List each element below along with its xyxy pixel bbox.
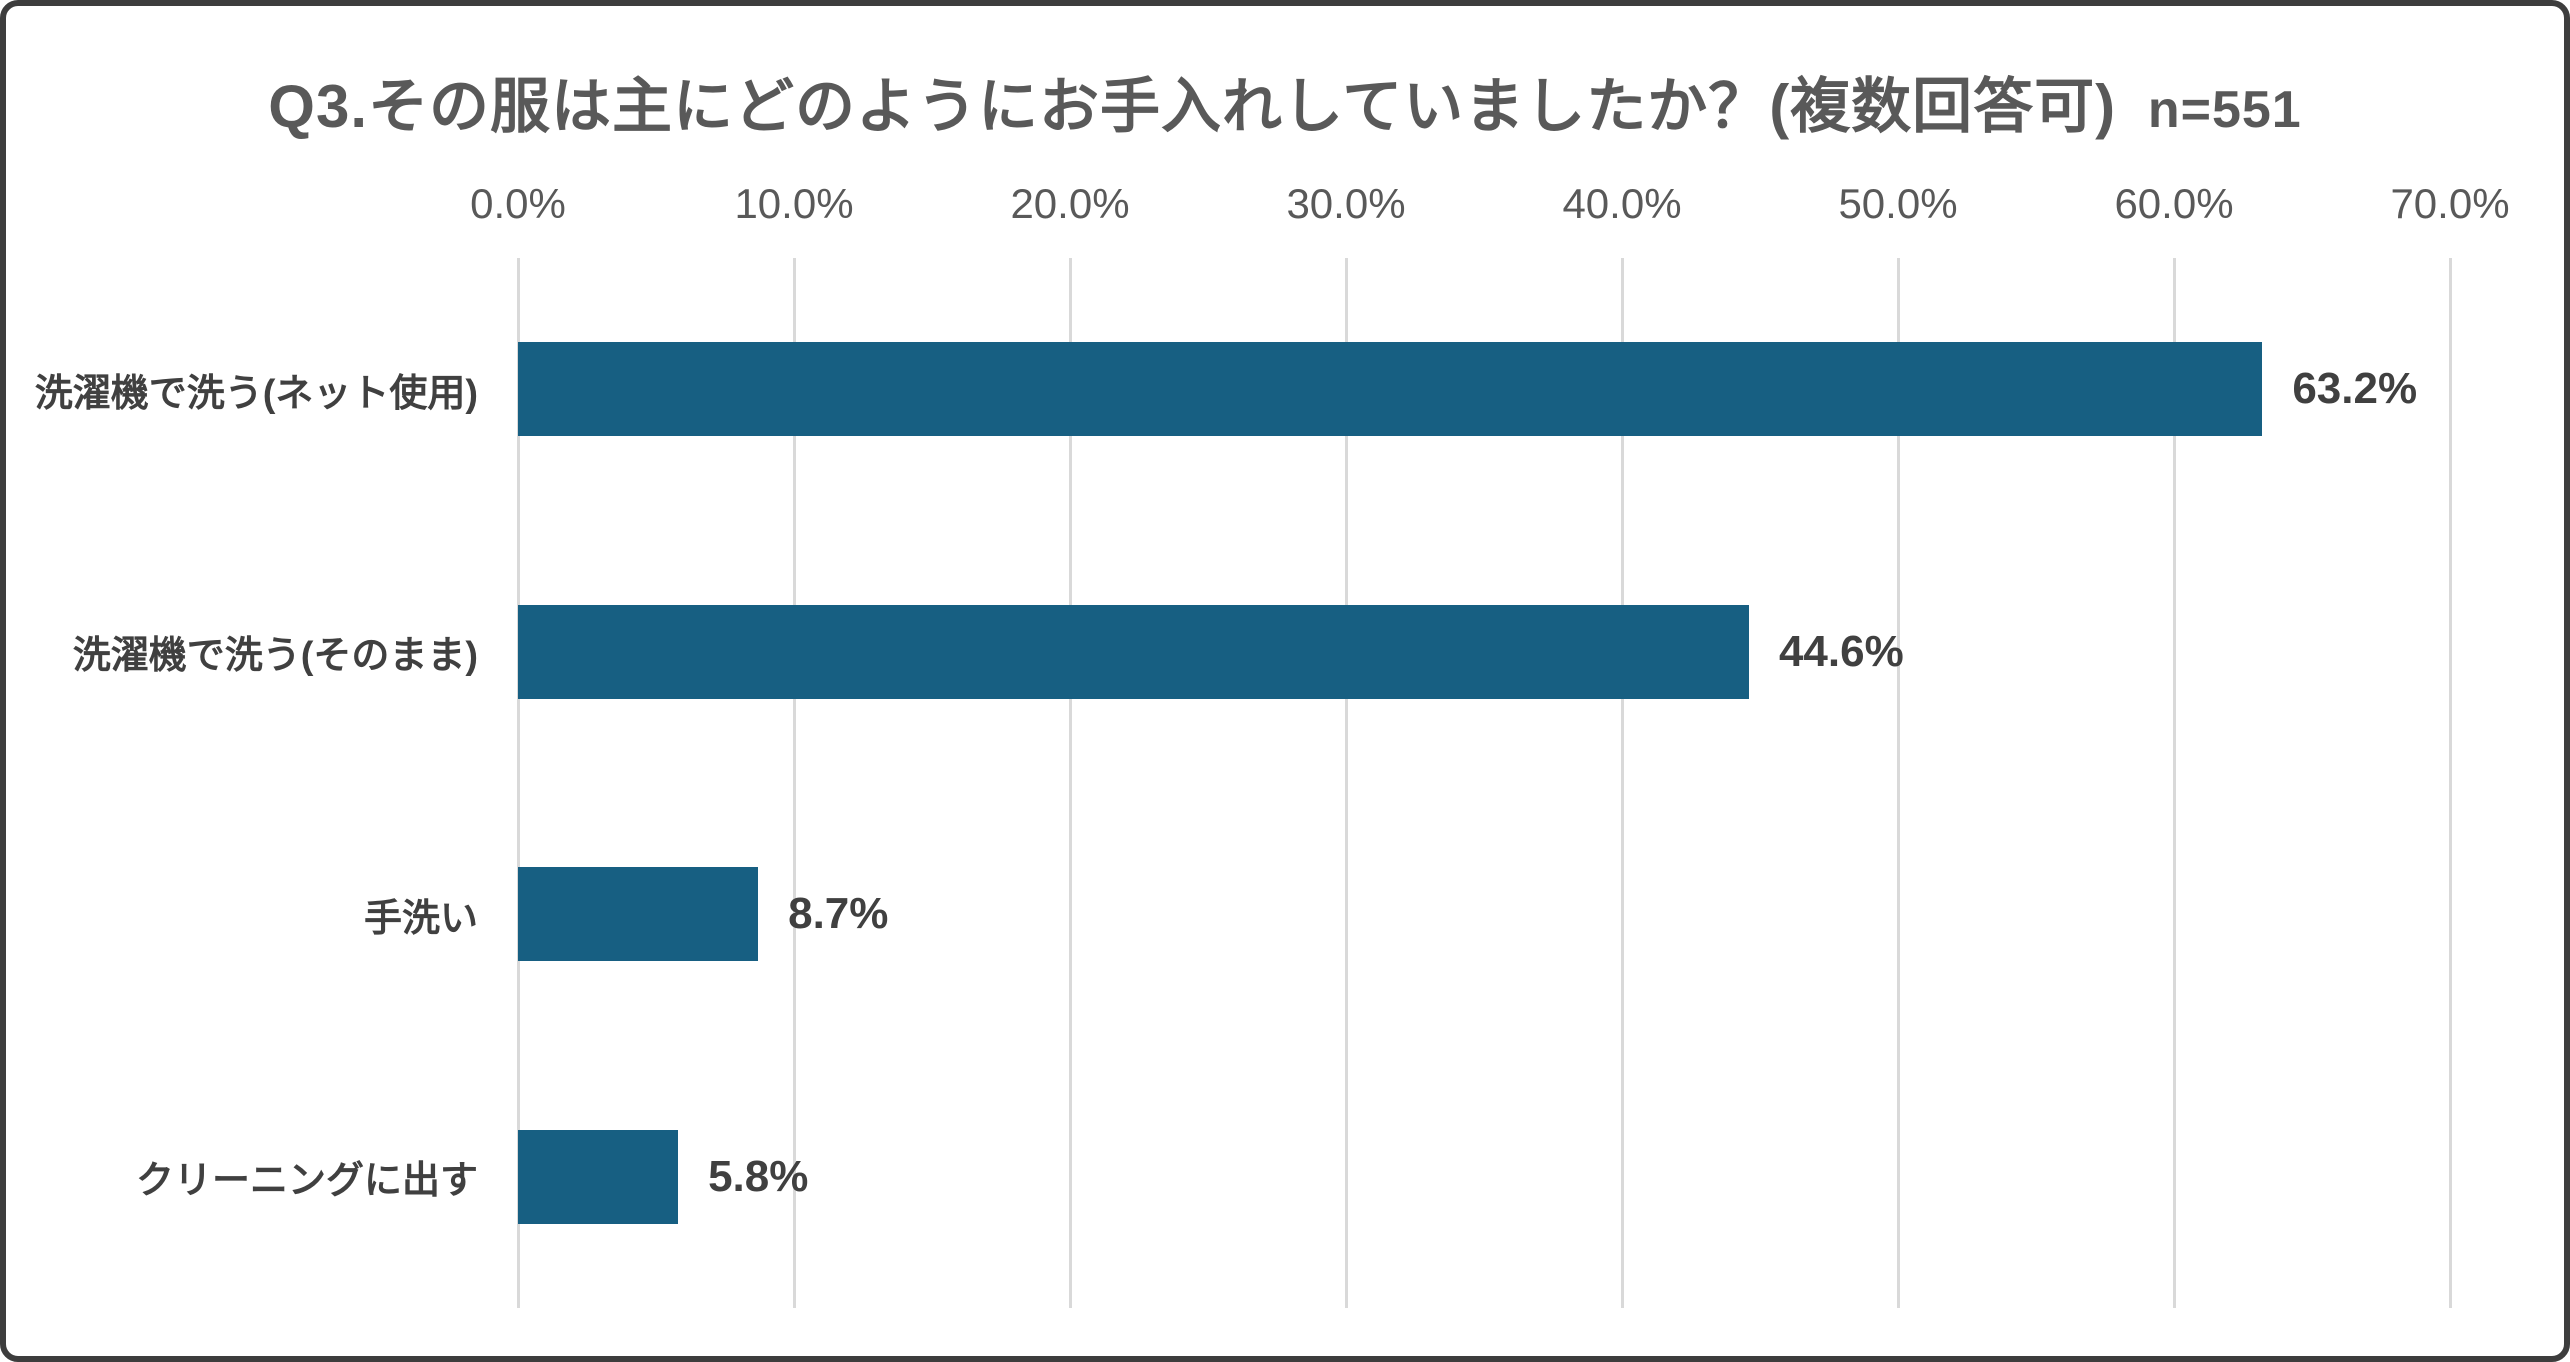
value-label: 5.8% xyxy=(708,1151,809,1201)
gridline xyxy=(792,258,796,1308)
category-label: 洗濯機で洗う(ネット使用) xyxy=(34,372,478,415)
x-tick-label: 50.0% xyxy=(1838,180,1958,227)
gridline xyxy=(2448,258,2452,1308)
bar-row: 手洗い 8.7% xyxy=(6,783,2564,1046)
x-axis: 0.0% 10.0% 20.0% 30.0% 40.0% 50.0% 60.0% 70.0% xyxy=(6,180,2564,240)
gridlines xyxy=(516,258,2452,1308)
bar-track: 44.6% xyxy=(518,604,2564,699)
category-label: 洗濯機で洗う(そのまま) xyxy=(72,635,478,678)
bar-row: 洗濯機で洗う(そのまま) 44.6% xyxy=(6,521,2564,784)
x-tick-label: 20.0% xyxy=(1010,180,1130,227)
bar-row: 洗濯機で洗う(ネット使用) 63.2% xyxy=(6,258,2564,521)
x-tick-label: 70.0% xyxy=(2390,180,2510,227)
category-label: 手洗い xyxy=(363,897,478,940)
bar xyxy=(518,604,1749,699)
category-label: クリーニングに出す xyxy=(135,1160,478,1203)
bar-track: 63.2% xyxy=(518,342,2564,437)
value-label: 63.2% xyxy=(2292,364,2418,414)
sample-size: n=551 xyxy=(2147,81,2302,139)
gridline xyxy=(2172,258,2176,1308)
value-label: 8.7% xyxy=(788,889,889,939)
value-label: 44.6% xyxy=(1778,626,1904,676)
chart-title-question: Q3.その服は主にどのようにお手入れしていましたか？(複数回答可) xyxy=(268,73,2117,140)
bar-track: 8.7% xyxy=(518,867,2564,962)
x-tick-label: 60.0% xyxy=(2114,180,2234,227)
bar-row: クリーニングに出す 5.8% xyxy=(6,1046,2564,1309)
gridline xyxy=(1620,258,1624,1308)
x-tick-label: 40.0% xyxy=(1562,180,1682,227)
bar-track: 5.8% xyxy=(518,1129,2564,1224)
x-tick-label: 10.0% xyxy=(734,180,854,227)
x-tick-label: 0.0% xyxy=(470,180,566,227)
chart-title: Q3.その服は主にどのようにお手入れしていましたか？(複数回答可) n=551 xyxy=(6,58,2564,145)
x-tick-label: 30.0% xyxy=(1286,180,1406,227)
gridline xyxy=(1068,258,1072,1308)
bar xyxy=(518,342,2263,437)
gridline xyxy=(1344,258,1348,1308)
bars: 洗濯機で洗う(ネット使用) 63.2% 洗濯機で洗う(そのまま) 44.6% 手… xyxy=(6,258,2564,1308)
bar xyxy=(518,867,759,962)
bar xyxy=(518,1129,679,1224)
gridline xyxy=(1896,258,1900,1308)
gridline xyxy=(516,258,520,1308)
